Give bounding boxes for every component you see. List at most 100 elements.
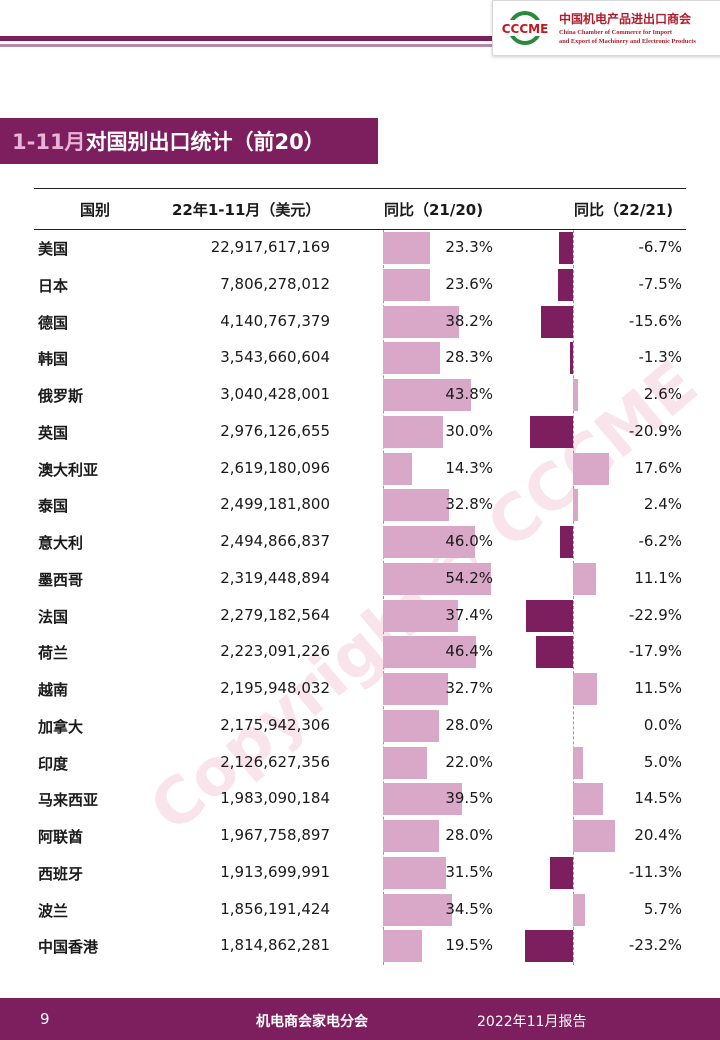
country-name: 阿联酋: [38, 828, 84, 846]
country-name: 荷兰: [38, 644, 69, 663]
yoy2-value: 2.6%: [643, 385, 682, 403]
country-name: 美国: [38, 240, 69, 258]
yoy1-bar: [383, 562, 492, 595]
country-name: 泰国: [38, 497, 69, 516]
table-row: 越南 2,195,948,032 32.7% 11.5%: [0, 671, 720, 707]
header-country: 国别: [80, 201, 111, 219]
cccme-logo-icon: CCCME: [499, 11, 551, 45]
yoy2-bar: [525, 930, 573, 963]
yoy1-value: 39.5%: [445, 789, 493, 808]
yoy2-value: 11.1%: [634, 568, 682, 587]
country-name: 英国: [38, 423, 69, 442]
yoy2-bar: [573, 746, 584, 779]
export-value: 7,806,278,012: [220, 274, 330, 293]
export-value: 3,040,428,001: [220, 385, 330, 403]
yoy2-bar: [573, 379, 579, 411]
yoy1-value: 32.7%: [445, 679, 493, 697]
title-rest: 对国别出口统计（前20）: [85, 130, 325, 154]
page-footer: 9 机电商会家电分会 2022年11月报告: [0, 998, 720, 1040]
yoy2-bar: [573, 820, 615, 852]
table-row: 澳大利亚 2,619,180,096 14.3% 17.6%: [0, 451, 720, 487]
table-row: 加拿大 2,175,942,306 28.0% 0.0%: [0, 708, 720, 744]
table-row: 波兰 1,856,191,424 34.5% 5.7%: [0, 892, 720, 928]
country-name: 中国香港: [38, 938, 99, 957]
country-name: 越南: [38, 681, 69, 699]
export-value: 1,814,862,281: [220, 936, 330, 955]
yoy2-bar: [541, 305, 573, 338]
table-row: 印度 2,126,627,356 22.0% 5.0%: [0, 745, 720, 781]
export-value: 2,319,448,894: [220, 568, 330, 587]
yoy2-value: 5.0%: [643, 752, 682, 771]
header-export-value: 22年1-11月（美元）: [172, 201, 321, 219]
table-top-rule: [34, 188, 686, 189]
yoy2-bar: [530, 415, 573, 448]
yoy2-bar: [559, 232, 573, 264]
country-name: 加拿大: [38, 717, 84, 736]
export-value: 1,913,699,991: [220, 862, 330, 881]
yoy2-value: -6.2%: [638, 532, 682, 550]
org-name-en-line1: China Chamber of Commerce for Import: [559, 29, 673, 36]
table-row: 阿联酋 1,967,758,897 28.0% 20.4%: [0, 818, 720, 854]
table-row: 英国 2,976,126,655 30.0% -20.9%: [0, 414, 720, 450]
country-name: 法国: [38, 607, 69, 626]
export-value: 1,983,090,184: [220, 789, 330, 808]
yoy2-value: 2.4%: [643, 495, 682, 514]
yoy1-bar: [383, 856, 446, 889]
yoy1-bar: [383, 489, 449, 522]
yoy1-bar: [383, 820, 439, 852]
org-name-en-line2: and Export of Machinery and Electronic P…: [559, 38, 696, 45]
yoy1-value: 22.0%: [445, 752, 493, 771]
table-row: 墨西哥 2,319,448,894 54.2% 11.1%: [0, 561, 720, 597]
export-value: 2,619,180,096: [220, 458, 330, 477]
yoy2-value: -6.7%: [638, 238, 682, 256]
yoy1-bar: [383, 526, 475, 558]
export-value: 2,175,942,306: [220, 715, 330, 734]
yoy1-bar: [383, 783, 462, 816]
export-value: 2,223,091,226: [220, 642, 330, 661]
country-name: 俄罗斯: [38, 387, 84, 405]
export-value: 2,976,126,655: [220, 421, 330, 440]
table-row: 俄罗斯 3,040,428,001 43.8% 2.6%: [0, 377, 720, 413]
header-yoy-21-20: 同比（21/20): [384, 201, 484, 219]
yoy1-value: 31.5%: [445, 862, 493, 881]
footer-org: 机电商会家电分会: [256, 1014, 368, 1030]
yoy1-value: 46.4%: [445, 642, 493, 661]
export-value: 2,499,181,800: [220, 495, 330, 514]
org-name-cn: 中国机电产品进出口商会: [559, 12, 692, 26]
page-number: 9: [40, 1010, 50, 1028]
yoy1-bar: [383, 342, 440, 375]
export-value: 1,856,191,424: [220, 899, 330, 918]
yoy2-bar: [549, 856, 573, 889]
yoy1-value: 28.3%: [445, 348, 493, 367]
table-row: 西班牙 1,913,699,991 31.5% -11.3%: [0, 855, 720, 891]
yoy1-value: 30.0%: [445, 421, 493, 440]
yoy1-bar: [383, 673, 449, 705]
country-name: 马来西亚: [38, 791, 99, 810]
yoy1-value: 23.3%: [445, 238, 493, 256]
yoy1-value: 37.4%: [445, 605, 493, 624]
yoy1-value: 28.0%: [445, 826, 493, 844]
export-value: 4,140,767,379: [220, 311, 330, 330]
country-name: 意大利: [38, 534, 84, 552]
yoy2-value: -20.9%: [628, 421, 682, 440]
export-value: 22,917,617,169: [210, 238, 330, 256]
yoy2-value: -15.6%: [628, 311, 682, 330]
yoy2-bar: [526, 599, 573, 632]
yoy2-value: 0.0%: [643, 715, 682, 734]
section-title-bar: 1-11月对国别出口统计（前20）: [0, 118, 378, 164]
table-row: 中国香港 1,814,862,281 19.5% -23.2%: [0, 928, 720, 964]
country-name: 日本: [38, 276, 69, 295]
table-row: 荷兰 2,223,091,226 46.4% -17.9%: [0, 634, 720, 670]
title-accent: 1-11月: [12, 130, 86, 154]
top-rule-dark: [0, 36, 720, 41]
yoy1-bar: [383, 232, 430, 264]
yoy2-value: 14.5%: [634, 789, 682, 808]
table-row: 德国 4,140,767,379 38.2% -15.6%: [0, 304, 720, 340]
yoy2-value: -23.2%: [628, 936, 682, 955]
yoy1-bar: [383, 379, 471, 411]
yoy1-value: 46.0%: [445, 532, 493, 550]
yoy1-bar: [383, 268, 431, 301]
table-row: 日本 7,806,278,012 23.6% -7.5%: [0, 267, 720, 303]
export-value: 2,126,627,356: [220, 752, 330, 771]
yoy2-axis-line: [573, 230, 574, 965]
